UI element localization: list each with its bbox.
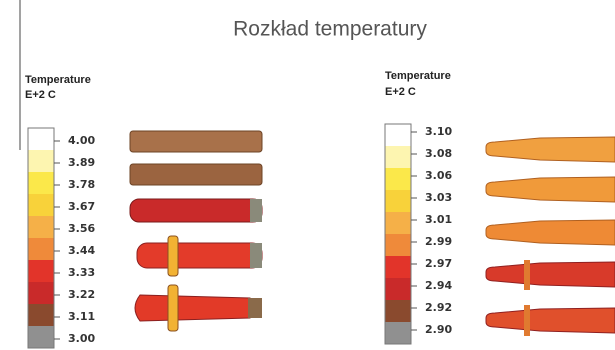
colorbar-block [28,194,54,217]
legend-title: Temperature [385,70,451,82]
colorbar-block [28,282,54,305]
colorbar-block [28,128,54,151]
tick-label: 3.22 [68,288,95,301]
figure: Rozkład temperatury Temperature E+2 C Te… [0,0,615,350]
colorbar-block [28,216,54,239]
colorbar-block [385,234,411,257]
tick-label: 3.33 [68,266,95,279]
colorbar-block [385,278,411,301]
colorbar-block [28,172,54,195]
colorbar-block [385,212,411,235]
tick-label: 3.11 [68,310,95,323]
specimens-left [130,131,262,331]
colorbar-block [385,124,411,147]
legend-title: Temperature [25,74,91,86]
colorbar-block [385,146,411,169]
colorbar-block [28,304,54,327]
tick-label: 2.99 [425,235,452,248]
tick-label: 2.90 [425,323,452,336]
colorbar-block [28,150,54,173]
colorbar-block [28,238,54,261]
tick-label: 3.06 [425,169,452,182]
tick-label: 3.56 [68,222,95,235]
legend-unit: E+2 C [385,86,416,98]
colorbar-block [385,256,411,279]
tick-label: 3.89 [68,156,95,169]
legend-unit: E+2 C [25,89,56,101]
tick-label: 3.01 [425,213,452,226]
colorbar-block [385,300,411,323]
specimens-right [486,137,615,336]
colorbar-block [28,326,54,349]
colorbar-block [28,260,54,283]
tick-label: 3.67 [68,200,95,213]
tick-label: 4.00 [68,134,95,147]
tick-label: 3.08 [425,147,452,160]
page: Rozkład temperatury Temperature E+2 C Te… [0,0,615,350]
tick-label: 3.44 [68,244,95,257]
title: Rozkład temperatury [233,18,427,41]
colorbar-block [385,168,411,191]
colorbar-block [385,322,411,345]
tick-label: 3.10 [425,125,452,138]
tick-label: 3.03 [425,191,452,204]
tick-label: 3.00 [68,332,95,345]
tick-label: 3.78 [68,178,95,191]
tick-label: 2.94 [425,279,452,292]
colorbar-block [385,190,411,213]
tick-label: 2.92 [425,301,452,314]
tick-label: 2.97 [425,257,452,270]
